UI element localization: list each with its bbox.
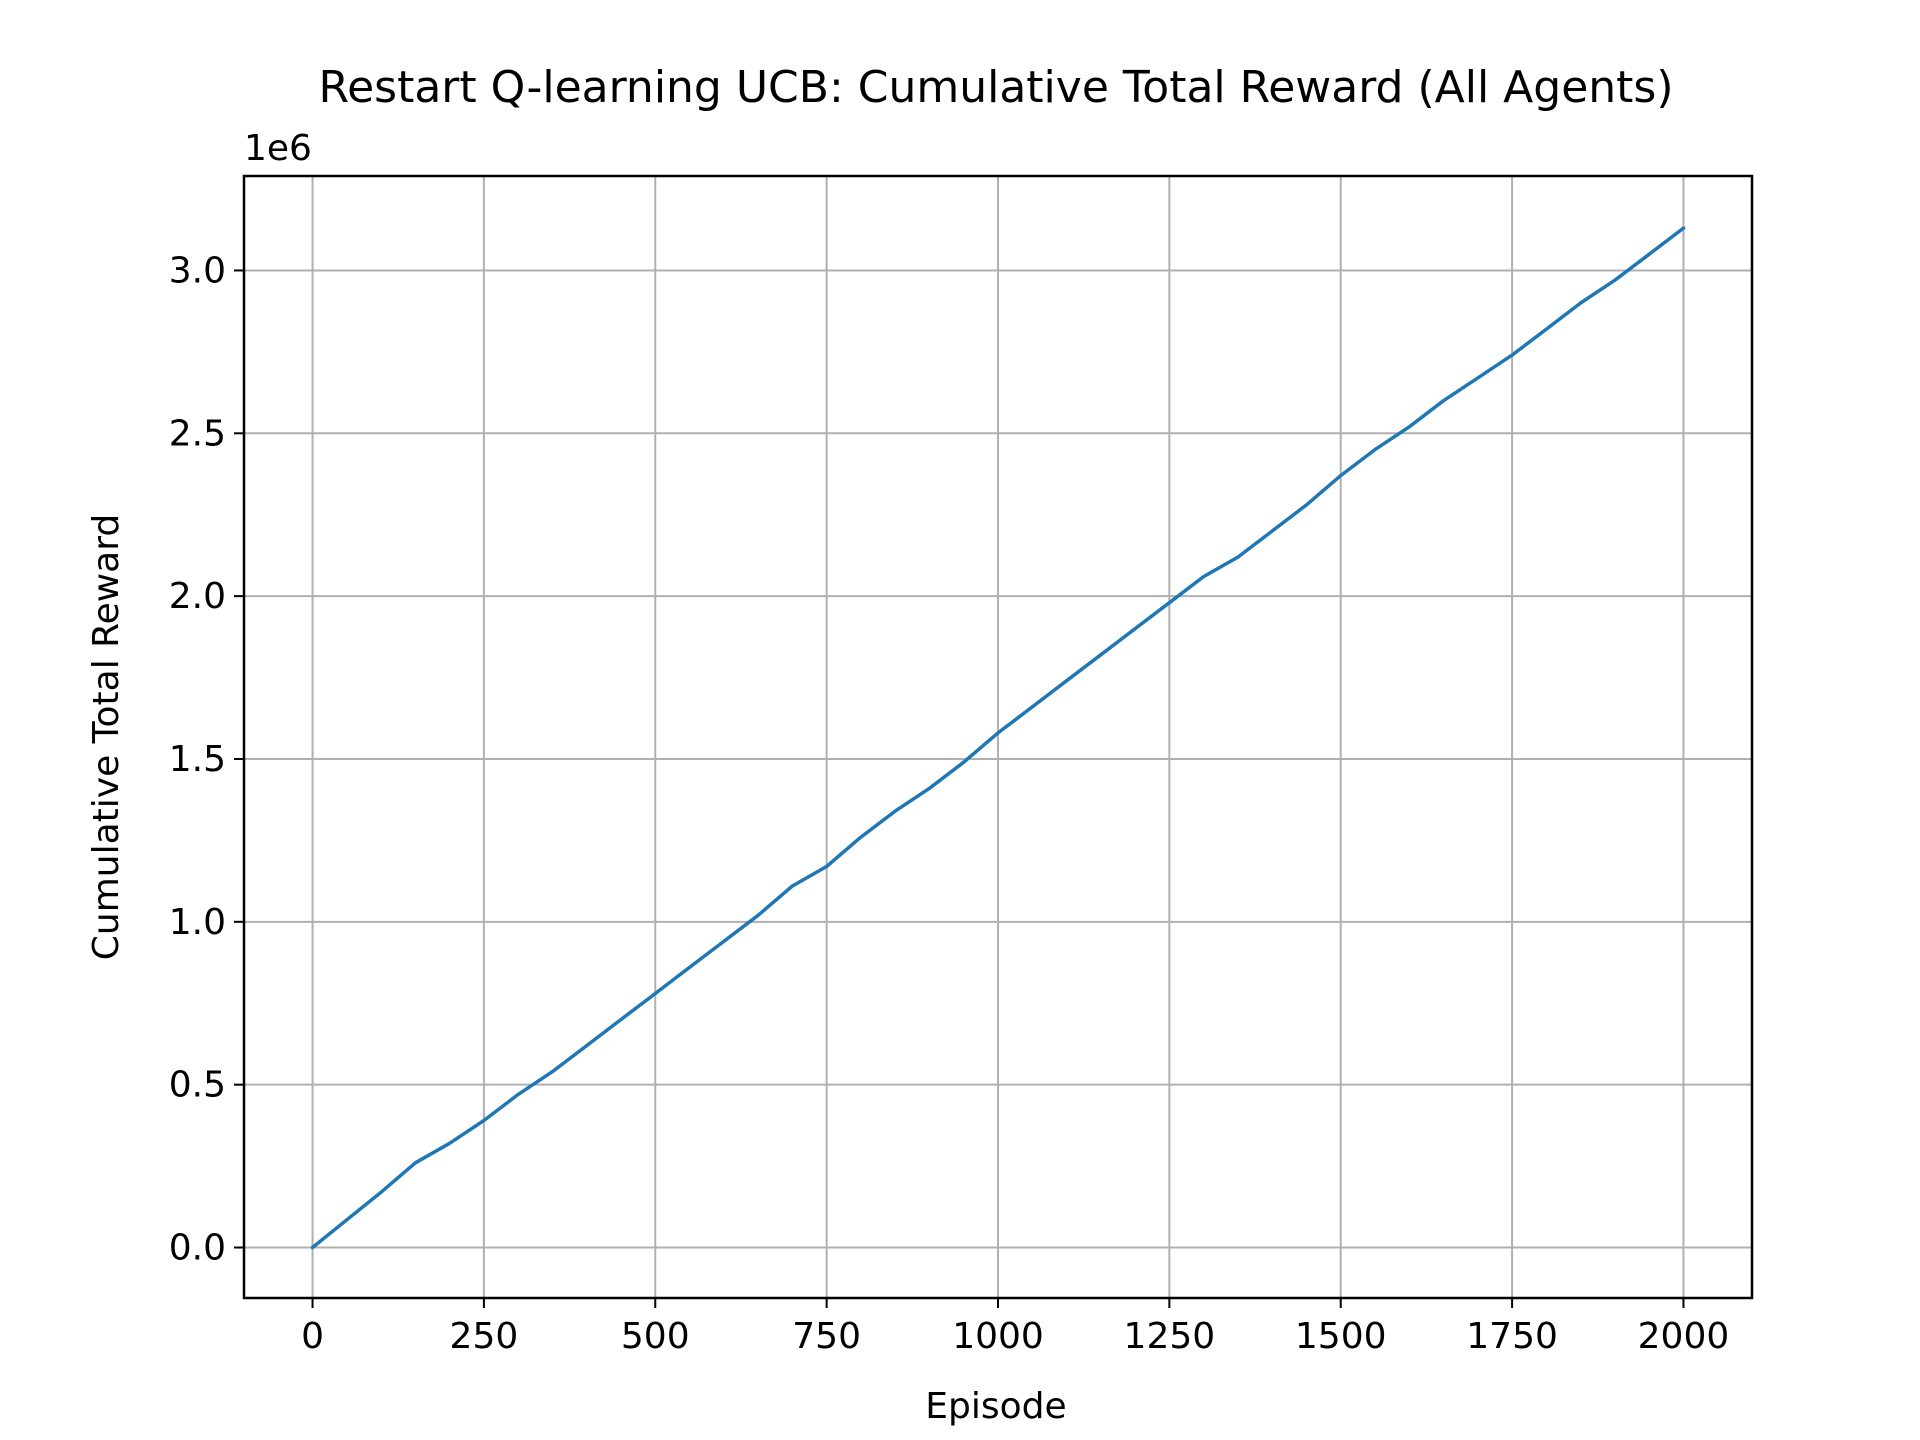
grid: [244, 176, 1752, 1298]
x-tick-label: 1750: [1466, 1316, 1558, 1357]
x-tick-label: 500: [621, 1316, 690, 1357]
y-tick-label: 1.0: [169, 902, 226, 943]
y-tick-label: 2.0: [169, 576, 226, 617]
chart-title: Restart Q-learning UCB: Cumulative Total…: [318, 62, 1673, 113]
y-tick-label: 0.0: [169, 1228, 226, 1269]
y-tick-label: 1.5: [169, 739, 226, 780]
x-tick-label: 250: [450, 1316, 519, 1357]
y-tick-label: 0.5: [169, 1065, 226, 1106]
x-tick-label: 2000: [1638, 1316, 1730, 1357]
plot-frame: [242, 174, 1754, 1300]
x-tick-label: 1250: [1124, 1316, 1216, 1357]
y-tick-label: 3.0: [169, 250, 226, 291]
x-axis-label: Episode: [925, 1386, 1066, 1427]
ticks: 0 250 500 750 1000 1250 1500 1750 2000 0.0 0.5 1.0 1…: [169, 250, 1730, 1357]
x-tick-label: 0: [301, 1316, 324, 1357]
x-tick-label: 1000: [952, 1316, 1044, 1357]
y-tick-label: 2.5: [169, 413, 226, 454]
y-axis-label: Cumulative Total Reward: [86, 514, 127, 961]
x-tick-label: 750: [792, 1316, 861, 1357]
x-tick-label: 1500: [1295, 1316, 1387, 1357]
series-layer: [310, 226, 1686, 1250]
y-offset-label: 1e6: [244, 128, 312, 169]
series-line: [310, 226, 1686, 1250]
